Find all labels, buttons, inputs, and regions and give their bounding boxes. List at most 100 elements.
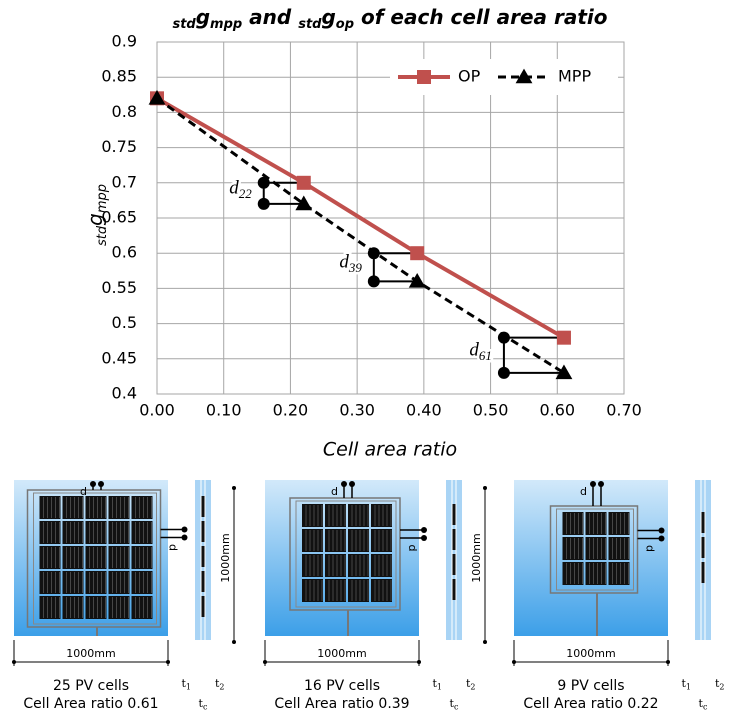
dimension-label: 1000mm — [66, 647, 115, 660]
text-part: g — [196, 5, 210, 29]
bracket-point — [367, 247, 380, 260]
thickness-label: t1 — [181, 677, 191, 691]
thickness-label: tc — [199, 697, 208, 711]
pv-cell — [62, 596, 84, 619]
pv-cell — [39, 546, 61, 569]
text-part: mpp — [95, 184, 110, 213]
dimension-end — [232, 486, 236, 490]
pv-cell — [585, 537, 607, 560]
pv-cell — [62, 571, 84, 594]
text-part: t — [699, 697, 704, 710]
pv-cell — [108, 571, 130, 594]
pv-cell — [348, 504, 369, 527]
marker — [555, 364, 573, 380]
text-part: 2 — [719, 682, 724, 691]
pv-cell — [608, 512, 630, 535]
wiring — [26, 489, 162, 628]
text-part: t — [466, 677, 471, 690]
cell-section — [701, 562, 705, 583]
plot-frame — [156, 41, 625, 395]
cell-section — [201, 546, 205, 567]
panel-ratio: Cell Area ratio 0.39 — [274, 696, 409, 712]
legend-marker — [417, 70, 431, 84]
wiring — [549, 505, 639, 594]
terminal — [341, 481, 347, 487]
cell-section — [201, 496, 205, 517]
panel-ratio: Cell Area ratio 0.61 — [23, 696, 158, 712]
wiring — [556, 508, 634, 591]
cell-section — [452, 529, 456, 550]
thickness-label: t1 — [432, 677, 442, 691]
text-part: t — [681, 677, 686, 690]
dimension-label: 1000mm — [566, 647, 615, 660]
thickness-label: t2 — [466, 677, 476, 691]
pv-cell — [108, 521, 130, 544]
y-tick-label: 0.8 — [112, 102, 137, 121]
cell-section — [201, 521, 205, 542]
dimension-end — [666, 660, 670, 664]
series-line — [156, 96, 565, 340]
dimension-end — [12, 660, 16, 664]
pv-cell — [85, 596, 107, 619]
pv-cell — [371, 504, 392, 527]
text-part: op — [336, 17, 354, 32]
text-part: c — [454, 702, 459, 711]
wiring — [33, 492, 157, 625]
text-part: t — [432, 677, 437, 690]
text-part: 39 — [348, 260, 363, 275]
pv-cell — [85, 571, 107, 594]
module-side — [695, 480, 711, 640]
text-part: c — [203, 702, 208, 711]
pv-cell — [325, 504, 346, 527]
pv-cell — [39, 596, 61, 619]
pv-cell — [585, 512, 607, 535]
text-part: std — [298, 17, 322, 32]
x-tick-label: 0.70 — [606, 401, 642, 420]
x-tick-label: 0.30 — [339, 401, 375, 420]
text-part: t — [199, 697, 204, 710]
x-tick-label: 0.50 — [473, 401, 509, 420]
pv-cell — [131, 546, 153, 569]
pv-cell — [131, 496, 153, 519]
pv-cell — [562, 562, 584, 585]
cell-section — [701, 512, 705, 533]
dimension-label: d — [406, 545, 419, 552]
text-part: t — [215, 677, 220, 690]
text-part: mpp — [210, 17, 242, 32]
terminal — [181, 534, 188, 541]
text-part: d — [229, 178, 239, 199]
pv-cell — [562, 512, 584, 535]
pv-cell — [585, 562, 607, 585]
terminal — [421, 527, 427, 533]
bracket-point — [497, 366, 510, 379]
legend-marker — [515, 68, 533, 84]
pv-cell — [39, 571, 61, 594]
text-part: 1 — [186, 682, 191, 691]
dimension-label: 1000mm — [317, 647, 366, 660]
dimension-end — [417, 660, 421, 664]
pv-cell — [85, 546, 107, 569]
marker — [295, 195, 313, 211]
wiring — [295, 500, 397, 608]
dimension-label: 1000mm — [470, 533, 483, 582]
panel-caption: 16 PV cells — [304, 678, 380, 694]
module-diagram: d d 1000mm 1000mm 16 PV cells Cell Area ratio… — [263, 480, 487, 712]
pv-cell — [302, 579, 323, 602]
y-axis-label: stdgmpp — [83, 184, 110, 246]
terminal — [98, 481, 104, 487]
cell-section — [201, 596, 205, 617]
y-tick-label: 0.65 — [101, 208, 137, 227]
x-tick-label: 0.40 — [406, 401, 442, 420]
wiring — [289, 497, 401, 611]
text-part: t — [715, 677, 720, 690]
dimension-end — [232, 640, 236, 644]
pv-cell — [325, 554, 346, 577]
cell-section — [452, 579, 456, 600]
pv-cell — [348, 529, 369, 552]
text-part: 61 — [479, 348, 492, 363]
y-tick-label: 0.6 — [112, 243, 137, 262]
terminal — [181, 526, 188, 533]
dimension-label: d — [167, 544, 180, 551]
text-part: 2 — [470, 682, 475, 691]
